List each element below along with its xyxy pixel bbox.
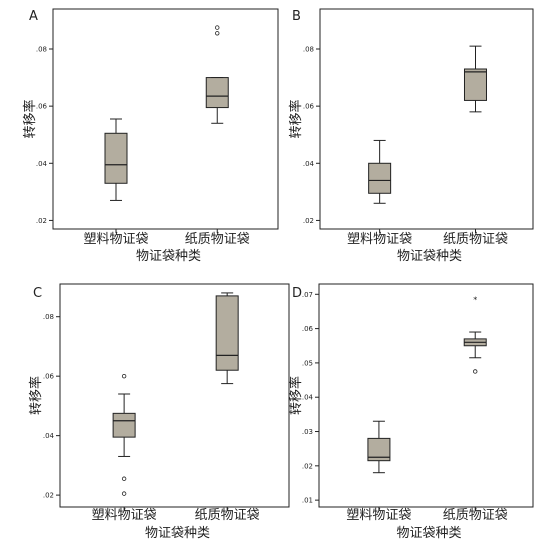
panel-label: A <box>29 9 38 24</box>
box-2 <box>205 25 229 124</box>
y-tick-label: .04 <box>36 160 48 168</box>
y-axis-label: 转移率 <box>22 99 38 138</box>
panel-label: D <box>292 286 302 301</box>
y-tick-label: .05 <box>302 359 313 367</box>
iqr-box <box>112 412 136 438</box>
y-tick-label: .04 <box>43 432 55 440</box>
outlier-point <box>473 369 478 374</box>
x-tick-label: 塑料物证袋 <box>83 232 148 247</box>
iqr-box <box>215 295 239 371</box>
iqr-box <box>205 77 229 109</box>
y-tick-label: .02 <box>36 217 47 225</box>
y-tick-label: .06 <box>302 325 314 333</box>
plot-frame <box>52 8 279 230</box>
y-tick-label: .07 <box>302 291 313 299</box>
box-2 <box>463 45 487 113</box>
x-tick-label: 塑料物证袋 <box>92 508 157 523</box>
outlier-point <box>121 373 127 379</box>
y-tick-label: .03 <box>302 428 313 436</box>
y-tick-label: .06 <box>43 373 55 381</box>
panel-label: B <box>292 9 301 24</box>
y-axis-label: 转移率 <box>288 376 304 415</box>
extreme-point: * <box>473 295 477 304</box>
box-1 <box>367 420 391 474</box>
y-tick-label: .04 <box>302 394 314 402</box>
y-tick-label: .08 <box>303 46 314 54</box>
box-1 <box>368 139 392 204</box>
iqr-box <box>367 437 391 462</box>
box-1 <box>112 373 136 496</box>
x-axis-label: 物证袋种类 <box>136 249 201 264</box>
x-axis-label: 物证袋种类 <box>397 249 462 264</box>
box-2: * <box>463 295 487 374</box>
x-tick-label: 纸质物证袋 <box>195 508 260 523</box>
plot-frame <box>319 8 534 230</box>
iqr-box <box>463 68 487 101</box>
x-tick-label: 塑料物证袋 <box>347 232 412 247</box>
x-tick-label: 纸质物证袋 <box>443 232 508 247</box>
y-tick-label: .06 <box>303 103 315 111</box>
y-tick-label: .01 <box>302 497 313 505</box>
box-1 <box>104 118 128 201</box>
y-tick-label: .02 <box>303 217 314 225</box>
x-tick-label: 纸质物证袋 <box>185 232 250 247</box>
y-tick-label: .08 <box>36 46 47 54</box>
plot-frame <box>59 283 290 508</box>
box-2 <box>215 292 239 385</box>
outlier-point <box>121 491 127 496</box>
outlier-point <box>121 476 127 481</box>
plot-frame <box>318 283 534 508</box>
y-tick-label: .04 <box>303 160 315 168</box>
y-tick-label: .06 <box>36 103 48 111</box>
outlier-point <box>215 31 220 36</box>
outlier-point <box>215 25 220 30</box>
y-tick-label: .08 <box>43 313 54 321</box>
panel-label: C <box>33 286 42 301</box>
y-tick-label: .02 <box>43 492 54 500</box>
x-axis-label: 物证袋种类 <box>145 526 210 541</box>
x-axis-label: 物证袋种类 <box>396 526 461 541</box>
x-tick-label: 纸质物证袋 <box>443 508 508 523</box>
iqr-box <box>104 132 128 184</box>
x-tick-label: 塑料物证袋 <box>346 508 411 523</box>
iqr-box <box>368 162 392 194</box>
y-axis-label: 转移率 <box>28 376 44 415</box>
y-axis-label: 转移率 <box>288 99 304 138</box>
y-tick-label: .02 <box>302 462 313 470</box>
